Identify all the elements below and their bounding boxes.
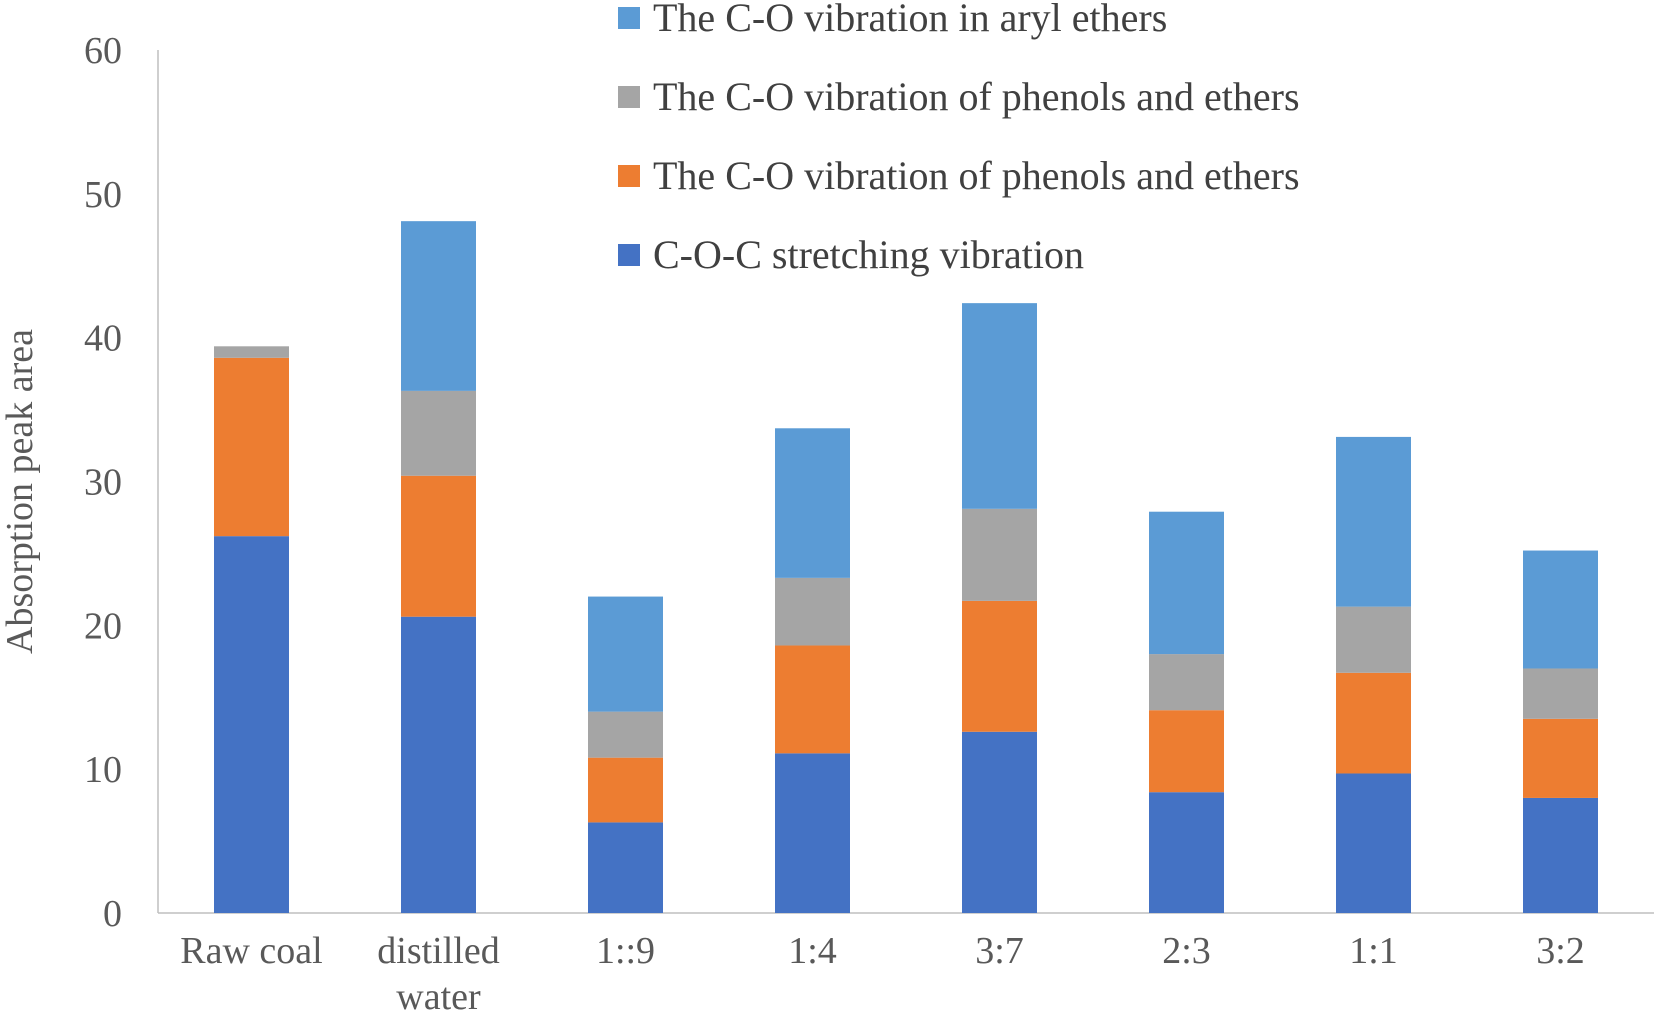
y-axis: 0 10 20 30 40 50 60: [84, 30, 159, 935]
bar-segment: [401, 616, 476, 913]
bar-segment: [401, 221, 476, 391]
y-axis-label: Absorption peak area: [0, 329, 41, 654]
bar-segment: [1336, 606, 1411, 673]
legend-label: C-O-C stretching vibration: [653, 232, 1084, 277]
x-tick-label: distilled water: [377, 930, 499, 1018]
y-tick-label: 10: [84, 749, 122, 791]
legend-swatch: [618, 86, 640, 108]
bar-segment: [775, 753, 850, 913]
x-tick-label-line: distilled: [377, 930, 499, 972]
bar-segment: [1149, 654, 1224, 711]
bar-segment: [401, 475, 476, 617]
legend-label: The C-O vibration in aryl ethers: [653, 0, 1167, 40]
legend-label: The C-O vibration of phenols and ethers: [653, 74, 1300, 119]
y-tick-label: 40: [84, 318, 122, 360]
bar-segment: [775, 577, 850, 646]
x-tick-label: Raw coal: [180, 930, 322, 972]
x-tick-label-line: water: [396, 976, 481, 1018]
bar-segment: [962, 600, 1037, 732]
bar-segment: [214, 346, 289, 358]
bar-segment: [214, 357, 289, 537]
x-tick-label: 2:3: [1162, 930, 1211, 972]
bar-segment: [1336, 773, 1411, 913]
bar-segment: [962, 508, 1037, 601]
x-axis: Raw coal distilled water 1::9 1:4 3:7 2:3 1:1 3:…: [158, 912, 1654, 1018]
legend-swatch: [618, 165, 640, 187]
bar-segment: [775, 428, 850, 578]
bar-segment: [588, 711, 663, 758]
y-axis-title: Absorption peak area: [0, 329, 41, 654]
bar-segment: [401, 390, 476, 476]
x-tick-label-line: 2:3: [1162, 930, 1211, 972]
x-tick-label-line: 3:2: [1536, 930, 1585, 972]
bar-segment: [588, 822, 663, 913]
bar-segment: [1523, 718, 1598, 798]
y-tick-label: 60: [84, 30, 122, 72]
bar-segment: [588, 757, 663, 823]
x-tick-label-line: 1:4: [788, 930, 837, 972]
bar-segment: [962, 731, 1037, 913]
x-tick-label: 3:2: [1536, 930, 1585, 972]
bar-segment: [1149, 792, 1224, 913]
x-tick-label-line: 1:1: [1349, 930, 1398, 972]
x-tick-label: 1::9: [596, 930, 655, 972]
bar-segment: [1336, 672, 1411, 774]
bar-segment: [214, 536, 289, 913]
bar-segment: [1336, 436, 1411, 607]
x-tick-label-line: 1::9: [596, 930, 655, 972]
bar-segment: [1523, 668, 1598, 719]
bar-segment: [775, 645, 850, 754]
legend-swatch: [618, 244, 640, 266]
bar-segment: [588, 596, 663, 712]
bars: [214, 221, 1598, 913]
legend-swatch: [618, 7, 640, 29]
y-tick-label: 50: [84, 174, 122, 216]
bar-segment: [1523, 550, 1598, 669]
x-tick-label: 1:4: [788, 930, 837, 972]
bar-segment: [1523, 797, 1598, 913]
x-tick-label: 3:7: [975, 930, 1024, 972]
bar-segment: [1149, 710, 1224, 793]
legend: The C-O vibration in aryl ethers The C-O …: [618, 0, 1300, 277]
bar-segment: [962, 303, 1037, 509]
y-tick-label: 30: [84, 462, 122, 504]
x-tick-label-line: Raw coal: [180, 930, 322, 972]
legend-label: The C-O vibration of phenols and ethers: [653, 153, 1300, 198]
x-tick-label: 1:1: [1349, 930, 1398, 972]
x-tick-label-line: 3:7: [975, 930, 1024, 972]
y-tick-label: 0: [103, 893, 122, 935]
y-tick-label: 20: [84, 605, 122, 647]
bar-segment: [1149, 511, 1224, 655]
